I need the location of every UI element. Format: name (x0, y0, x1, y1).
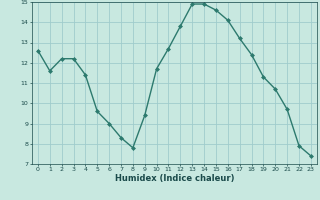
X-axis label: Humidex (Indice chaleur): Humidex (Indice chaleur) (115, 174, 234, 183)
